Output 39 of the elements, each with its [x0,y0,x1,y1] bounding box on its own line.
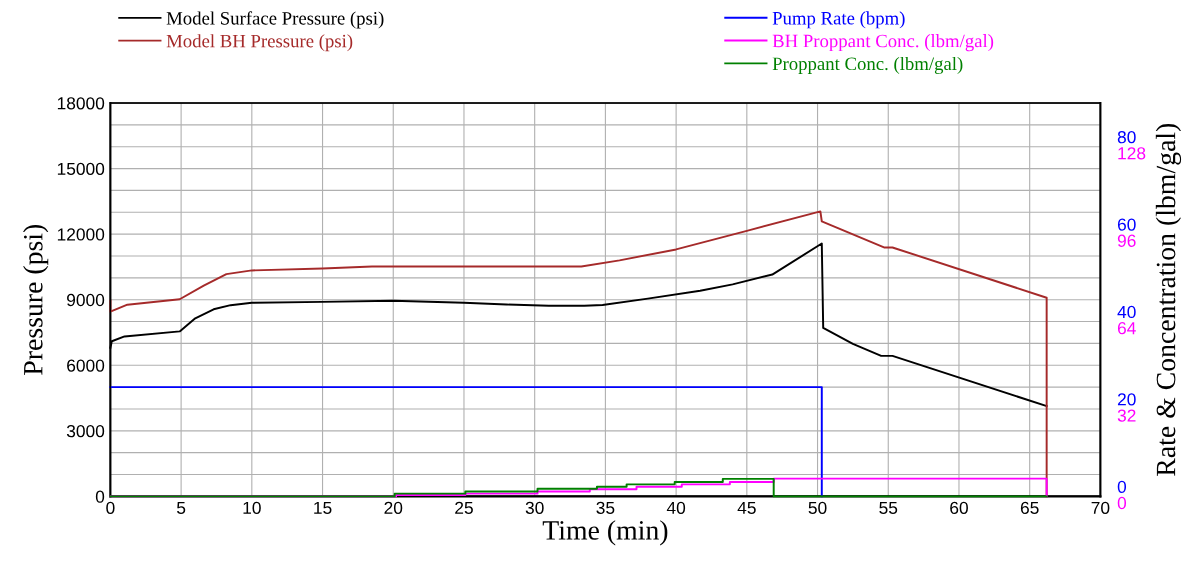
legend-label: Proppant Conc. (lbm/gal) [772,56,963,74]
x-tick-label: 50 [808,501,827,514]
y-tick-label: 0 [95,490,105,503]
x-axis-title: Time (min) [542,520,668,546]
y2-axis-title: Rate & Concentration (lbm/gal) [1155,123,1182,476]
x-tick-label: 30 [525,501,544,514]
y-tick-label: 12000 [57,228,105,241]
y2-tick-label: 60 [1117,218,1136,231]
legend-label: BH Proppant Conc. (lbm/gal) [772,34,994,52]
y2-tick-label: 0 [1117,480,1127,493]
x-tick-label: 15 [314,501,332,514]
x-tick-label: 60 [950,501,968,514]
y3-tick-label: 128 [1118,147,1146,160]
x-tick-label: 20 [384,501,403,514]
legend-label: Model BH Pressure (psi) [166,34,353,52]
y2-tick-label: 20 [1117,393,1136,406]
y-tick-label: 18000 [57,97,105,110]
x-tick-label: 65 [1020,501,1039,514]
y3-tick-label: 64 [1117,322,1136,335]
x-tick-label: 5 [176,501,186,514]
x-tick-label: 0 [106,501,115,514]
y-tick-label: 9000 [67,293,105,307]
y-tick-label: 3000 [66,424,105,438]
y2-tick-label: 80 [1117,130,1136,144]
y-axis-title: Pressure (psi) [23,224,49,375]
x-tick-label: 10 [243,501,261,514]
x-tick-label: 70 [1091,501,1110,514]
x-tick-label: 55 [879,501,898,514]
y2-tick-label: 40 [1117,305,1136,319]
x-tick-label: 35 [596,501,615,514]
x-tick-label: 45 [737,501,756,514]
x-tick-label: 25 [455,501,473,514]
y3-tick-label: 32 [1117,409,1136,422]
x-tick-label: 40 [666,501,686,514]
y-tick-label: 6000 [67,359,105,372]
legend-label: Model Surface Pressure (psi) [166,11,384,29]
legend-label: Pump Rate (bpm) [772,11,905,29]
y3-tick-label: 96 [1117,234,1136,247]
y-tick-label: 15000 [57,162,105,176]
